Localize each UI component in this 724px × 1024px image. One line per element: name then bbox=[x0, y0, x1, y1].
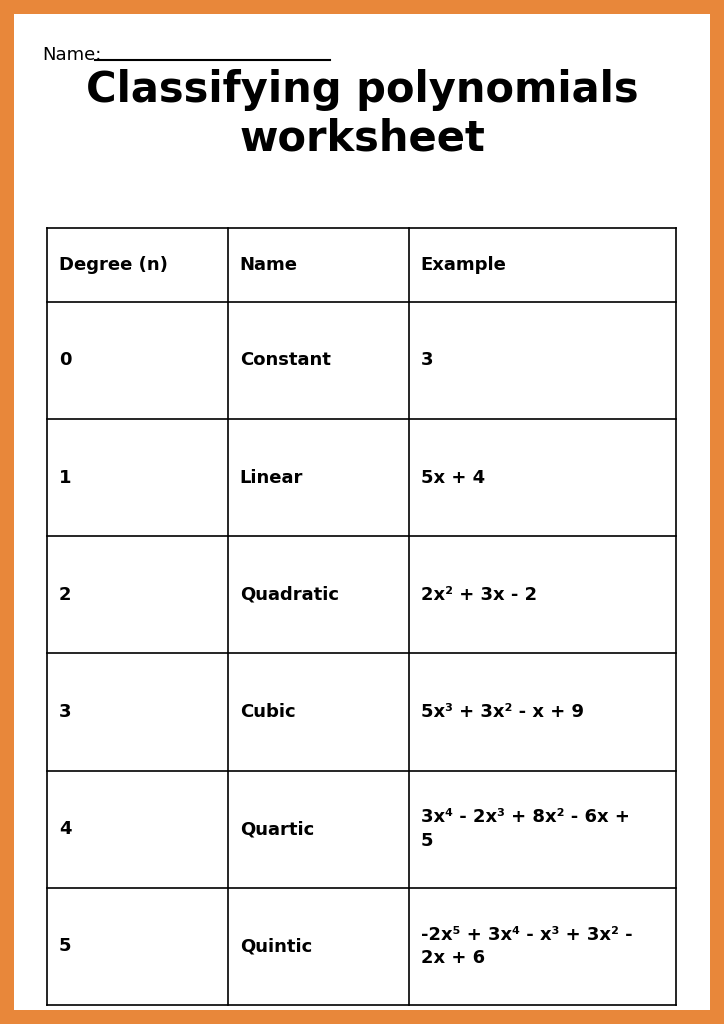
Text: -2x⁵ + 3x⁴ - x³ + 3x² -
2x + 6: -2x⁵ + 3x⁴ - x³ + 3x² - 2x + 6 bbox=[421, 926, 632, 968]
Text: Example: Example bbox=[421, 256, 507, 273]
Text: Name:: Name: bbox=[42, 46, 101, 63]
Text: 5: 5 bbox=[59, 937, 72, 955]
Text: Quartic: Quartic bbox=[240, 820, 314, 839]
Text: Name: Name bbox=[240, 256, 298, 273]
Text: Linear: Linear bbox=[240, 469, 303, 486]
Text: 5x + 4: 5x + 4 bbox=[421, 469, 485, 486]
Text: Degree (n): Degree (n) bbox=[59, 256, 168, 273]
Text: 3: 3 bbox=[421, 351, 433, 370]
Text: Constant: Constant bbox=[240, 351, 331, 370]
Text: Classifying polynomials
worksheet: Classifying polynomials worksheet bbox=[85, 69, 639, 160]
Text: 0: 0 bbox=[59, 351, 72, 370]
Text: Quintic: Quintic bbox=[240, 937, 312, 955]
Text: 3x⁴ - 2x³ + 8x² - 6x +
5: 3x⁴ - 2x³ + 8x² - 6x + 5 bbox=[421, 808, 630, 850]
Text: 5x³ + 3x² - x + 9: 5x³ + 3x² - x + 9 bbox=[421, 703, 584, 721]
Text: 2x² + 3x - 2: 2x² + 3x - 2 bbox=[421, 586, 536, 604]
Text: 3: 3 bbox=[59, 703, 72, 721]
Text: 2: 2 bbox=[59, 586, 72, 604]
Text: 1: 1 bbox=[59, 469, 72, 486]
Text: Quadratic: Quadratic bbox=[240, 586, 339, 604]
Text: 4: 4 bbox=[59, 820, 72, 839]
Text: Cubic: Cubic bbox=[240, 703, 295, 721]
